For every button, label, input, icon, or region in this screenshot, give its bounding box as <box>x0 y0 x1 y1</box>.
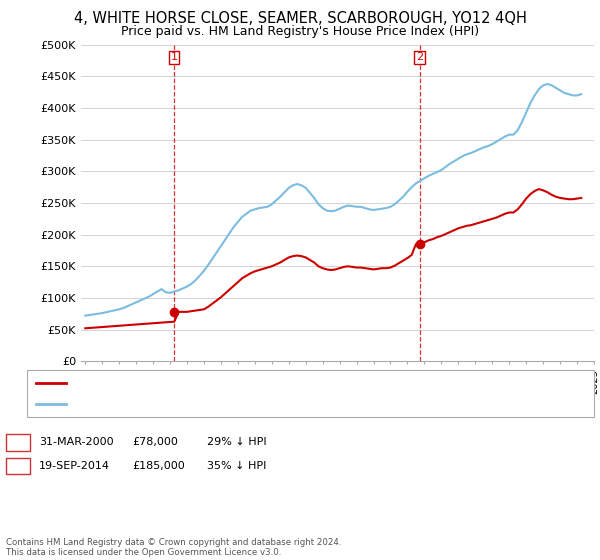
Text: £185,000: £185,000 <box>132 461 185 471</box>
Text: HPI: Average price, detached house, North Yorkshire: HPI: Average price, detached house, Nort… <box>71 399 331 409</box>
Text: 31-MAR-2000: 31-MAR-2000 <box>39 437 113 447</box>
Text: 2: 2 <box>416 53 423 62</box>
Text: 4, WHITE HORSE CLOSE, SEAMER, SCARBOROUGH, YO12 4QH: 4, WHITE HORSE CLOSE, SEAMER, SCARBOROUG… <box>74 11 526 26</box>
Text: 19-SEP-2014: 19-SEP-2014 <box>39 461 110 471</box>
Text: £78,000: £78,000 <box>132 437 178 447</box>
Text: Price paid vs. HM Land Registry's House Price Index (HPI): Price paid vs. HM Land Registry's House … <box>121 25 479 38</box>
Text: 4, WHITE HORSE CLOSE, SEAMER, SCARBOROUGH, YO12 4QH (detached house): 4, WHITE HORSE CLOSE, SEAMER, SCARBOROUG… <box>71 378 469 388</box>
Text: 1: 1 <box>14 437 22 447</box>
Text: 29% ↓ HPI: 29% ↓ HPI <box>207 437 266 447</box>
Text: 2: 2 <box>14 461 22 471</box>
Text: 35% ↓ HPI: 35% ↓ HPI <box>207 461 266 471</box>
Text: Contains HM Land Registry data © Crown copyright and database right 2024.
This d: Contains HM Land Registry data © Crown c… <box>6 538 341 557</box>
Text: 1: 1 <box>171 53 178 62</box>
